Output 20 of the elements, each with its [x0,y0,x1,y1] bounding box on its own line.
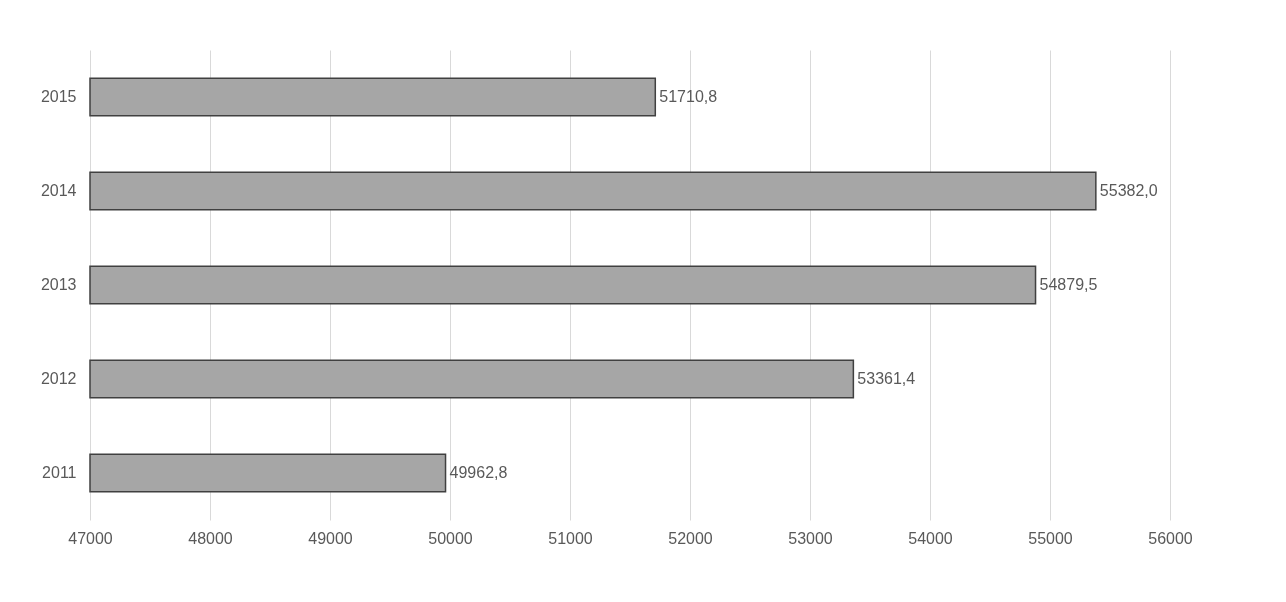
x-tick-label: 51000 [548,529,593,547]
data-label: 55382,0 [1099,182,1158,199]
data-label: 51710,8 [659,88,718,105]
y-tick-label: 2014 [40,182,77,199]
data-label: 54879,5 [1039,276,1098,293]
x-tick-label: 48000 [188,529,233,547]
x-tick-label: 53000 [788,529,833,547]
data-label: 53361,4 [857,370,916,387]
y-tick-label: 2013 [40,276,77,293]
y-tick-label: 2015 [40,88,77,105]
x-tick-label: 55000 [1028,529,1073,547]
y-tick-label: 2011 [42,464,77,481]
x-tick-label: 49000 [308,529,353,547]
x-tick-label: 54000 [908,529,953,547]
x-tick-label: 50000 [428,529,473,547]
data-label: 49962,8 [449,464,508,481]
y-tick-label: 2012 [40,370,77,387]
x-tick-label: 47000 [68,529,113,547]
x-tick-label: 56000 [1148,529,1193,547]
x-tick-label: 52000 [668,529,713,547]
